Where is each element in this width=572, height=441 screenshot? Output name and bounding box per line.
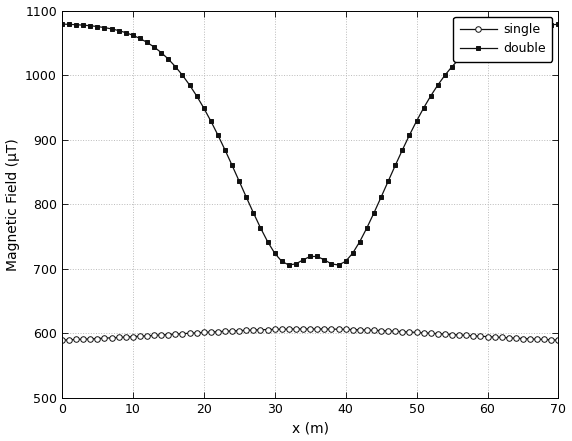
X-axis label: x (m): x (m) bbox=[292, 422, 329, 435]
single bbox=[555, 337, 562, 343]
double bbox=[363, 225, 370, 231]
double bbox=[307, 254, 313, 259]
single bbox=[300, 326, 307, 332]
Y-axis label: Magnetic Field (μT): Magnetic Field (μT) bbox=[6, 138, 19, 271]
double bbox=[534, 23, 541, 28]
double bbox=[73, 22, 80, 27]
single bbox=[73, 337, 80, 342]
single bbox=[200, 330, 207, 335]
double bbox=[285, 262, 292, 268]
single bbox=[307, 326, 313, 332]
double bbox=[442, 73, 448, 78]
double bbox=[58, 22, 65, 27]
Line: double: double bbox=[59, 22, 561, 267]
double bbox=[200, 105, 207, 111]
Line: single: single bbox=[59, 326, 561, 343]
single bbox=[534, 336, 541, 342]
single bbox=[363, 327, 370, 333]
Legend: single, double: single, double bbox=[454, 17, 552, 62]
double bbox=[555, 22, 562, 27]
single bbox=[58, 337, 65, 343]
single bbox=[442, 332, 448, 337]
